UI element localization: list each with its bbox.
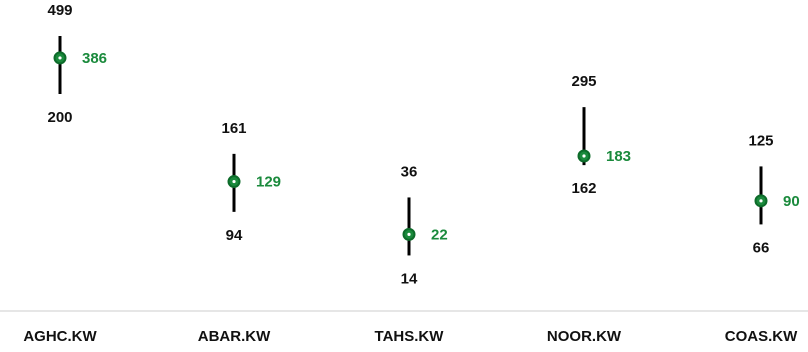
current-label: 386: [82, 50, 107, 67]
low-label: 94: [226, 227, 243, 244]
low-label: 162: [571, 180, 596, 197]
current-label: 129: [256, 174, 281, 191]
high-label: 295: [571, 73, 596, 90]
high-label: 36: [401, 163, 418, 180]
range-group-coas-kw: 125 66 90: [748, 132, 799, 256]
current-label: 22: [431, 226, 448, 243]
x-tick-label: COAS.KW: [725, 328, 798, 345]
x-axis-tick-labels: AGHC.KW ABAR.KW TAHS.KW NOOR.KW COAS.KW: [23, 328, 798, 345]
current-marker-dot: [232, 179, 236, 184]
high-label: 125: [748, 132, 773, 149]
high-label: 499: [47, 2, 72, 19]
current-marker-dot: [759, 199, 763, 203]
low-label: 14: [401, 270, 418, 287]
x-tick-label: NOOR.KW: [547, 328, 622, 345]
x-tick-label: ABAR.KW: [198, 328, 271, 345]
current-marker-dot: [407, 232, 411, 236]
x-tick-label: AGHC.KW: [23, 328, 97, 345]
current-label: 90: [783, 193, 800, 210]
range-group-noor-kw: 295 162 183: [571, 73, 631, 197]
x-tick-label: TAHS.KW: [375, 328, 445, 345]
current-marker-dot: [582, 154, 586, 158]
range-group-tahs-kw: 36 14 22: [401, 163, 448, 287]
current-marker-dot: [58, 56, 62, 60]
low-label: 200: [47, 109, 72, 126]
high-label: 161: [221, 120, 246, 137]
chart-marks: 499 200 386 161 94 129 36 14 22 295 162 183 125 66 90: [47, 2, 799, 287]
current-label: 183: [606, 148, 631, 165]
low-label: 66: [753, 239, 770, 256]
range-group-aghc-kw: 499 200 386: [47, 2, 107, 126]
range-group-abar-kw: 161 94 129: [221, 120, 281, 244]
